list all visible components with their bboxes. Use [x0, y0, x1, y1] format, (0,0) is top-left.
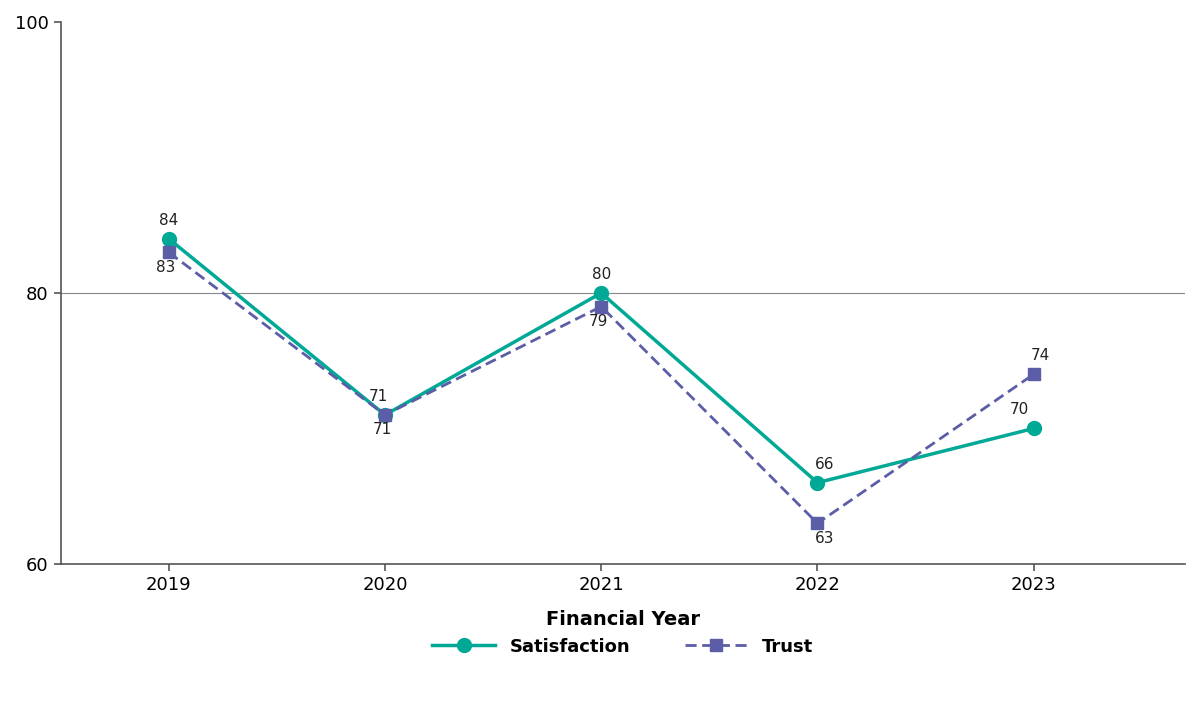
Legend: Satisfaction, Trust: Satisfaction, Trust [425, 631, 821, 663]
Text: 83: 83 [156, 260, 175, 274]
Text: 79: 79 [589, 314, 608, 329]
Text: 84: 84 [160, 213, 179, 228]
Text: 71: 71 [373, 422, 392, 437]
Text: 80: 80 [592, 267, 611, 282]
Text: 74: 74 [1031, 348, 1050, 363]
Text: 66: 66 [815, 457, 834, 472]
Text: 70: 70 [1010, 402, 1030, 417]
Text: 63: 63 [815, 531, 834, 546]
X-axis label: Financial Year: Financial Year [546, 611, 700, 629]
Text: 71: 71 [368, 389, 388, 404]
